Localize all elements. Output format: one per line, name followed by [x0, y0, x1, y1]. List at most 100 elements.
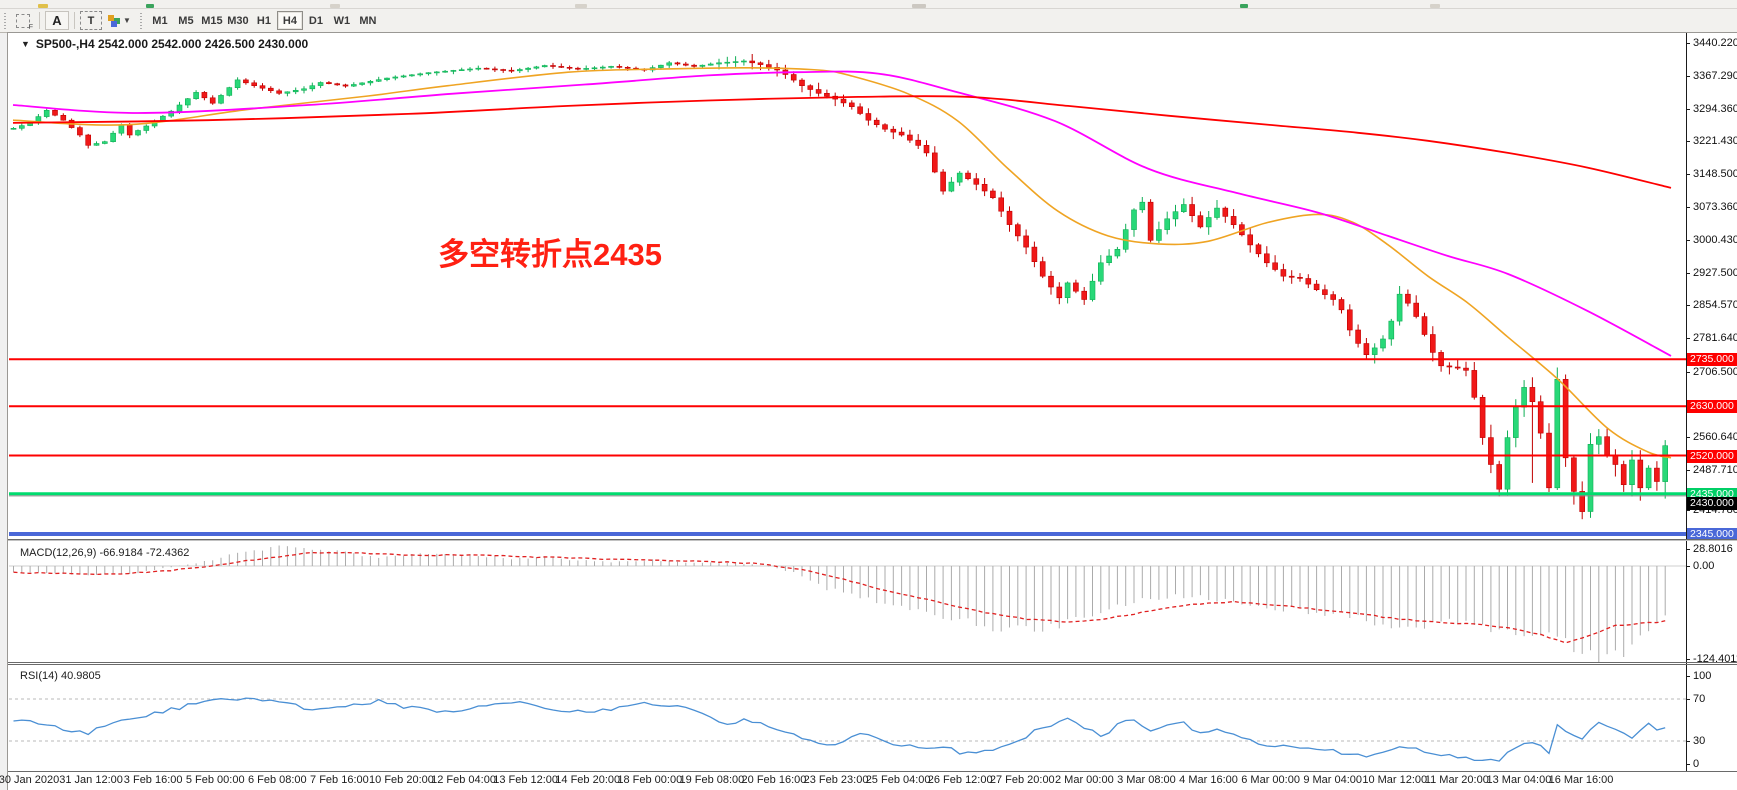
rsi-plot[interactable] [8, 664, 1737, 771]
time-axis-label: 6 Feb 08:00 [247, 774, 307, 786]
clipped-icon [38, 4, 48, 8]
timeframe-button-m15[interactable]: M15 [201, 14, 223, 27]
axis-tick [1686, 240, 1690, 241]
time-axis-label: 3 Mar 08:00 [1117, 774, 1176, 786]
macd-indicator-label: MACD(12,26,9) -66.9184 -72.4362 [20, 547, 190, 559]
axis-tick [1686, 207, 1690, 208]
pane-divider[interactable] [8, 771, 1737, 772]
rsi-indicator-label: RSI(14) 40.9805 [20, 670, 101, 682]
price-chart-plot[interactable] [8, 33, 1737, 540]
axis-tick [1686, 273, 1690, 274]
axis-tick [1686, 141, 1690, 142]
time-axis-label: 6 Mar 00:00 [1241, 774, 1300, 786]
colors-icon [108, 14, 120, 27]
axis-tick [1686, 372, 1690, 373]
price-axis-label: 3294.360 [1693, 103, 1737, 115]
axis-tick [1686, 549, 1690, 550]
toolbar-separator [74, 12, 75, 29]
time-axis-label: 20 Feb 16:00 [741, 774, 807, 786]
price-axis-label: 2781.640 [1693, 332, 1737, 344]
text-tool-t-button[interactable]: T [80, 11, 102, 30]
price-axis-label: 2854.570 [1693, 299, 1737, 311]
timeframe-button-m5[interactable]: M5 [178, 14, 194, 27]
price-axis-label: 3148.500 [1693, 168, 1737, 180]
axis-tick [1686, 43, 1690, 44]
rsi-axis-label: 0 [1693, 758, 1700, 770]
axis-tick [1686, 76, 1690, 77]
axis-tick [1686, 566, 1690, 567]
timeframe-button-m30[interactable]: M30 [227, 14, 249, 27]
price-axis-label: 3221.430 [1693, 135, 1737, 147]
ma-line-MA-slow [12, 95, 1672, 189]
time-axis-label: 23 Feb 23:00 [803, 774, 869, 786]
time-axis-label: 26 Feb 12:00 [927, 774, 993, 786]
axis-tick [1686, 659, 1690, 660]
axis-tick [1686, 437, 1690, 438]
clipped-icon [575, 4, 587, 8]
axis-tick [1686, 741, 1690, 742]
time-axis-label: 2 Mar 00:00 [1055, 774, 1114, 786]
clipped-toolbar-row [0, 0, 1737, 9]
timeframe-button-w1[interactable]: W1 [333, 14, 351, 27]
axis-tick [1686, 676, 1690, 677]
time-axis-label: 13 Feb 12:00 [493, 774, 559, 786]
text-label-a-button[interactable]: A [45, 11, 69, 30]
axis-tick [1686, 109, 1690, 110]
timeframe-button-d1[interactable]: D1 [308, 14, 323, 27]
chevron-down-icon: ▼ [21, 39, 30, 49]
axis-tick [1686, 305, 1690, 306]
price-level-badge: 2345.000 [1687, 527, 1737, 541]
time-axis-label: 5 Feb 00:00 [185, 774, 245, 786]
time-axis-label: 9 Mar 04:00 [1303, 774, 1363, 786]
clipped-icon [146, 4, 154, 8]
timeframe-button-h4[interactable]: H4 [276, 11, 303, 30]
macd-plot[interactable] [8, 540, 1737, 662]
pane-divider[interactable] [8, 539, 1737, 540]
pane-divider[interactable] [8, 664, 1737, 665]
time-axis-label: 3 Feb 16:00 [123, 774, 183, 786]
clipped-icon [912, 4, 926, 8]
price-level-badge: 2520.000 [1687, 449, 1737, 463]
toolbar-grip[interactable] [3, 12, 8, 29]
axis-tick [1686, 764, 1690, 765]
pane-divider[interactable] [8, 662, 1737, 663]
clipped-icon [1240, 4, 1248, 8]
rsi-axis-label: 100 [1693, 670, 1712, 682]
main-toolbar: F A T ▼ M1 M5 M15 M30 H1 H4 D1 W1 MN [0, 9, 1737, 33]
ma-line-MA-medium [12, 70, 1672, 357]
time-axis-label: 4 Mar 16:00 [1179, 774, 1238, 786]
time-axis-label: 10 Mar 12:00 [1362, 774, 1428, 786]
dotted-grid-icon: F [16, 13, 33, 31]
clipped-icon [1430, 4, 1440, 8]
time-axis-label: 30 Jan 2020 [0, 774, 60, 786]
toolbar-grip[interactable] [138, 12, 144, 29]
price-axis-label: 2487.710 [1693, 464, 1737, 476]
time-axis-label: 31 Jan 12:00 [59, 774, 123, 786]
price-axis-label: 2560.640 [1693, 431, 1737, 443]
time-axis-label: 13 Mar 04:00 [1486, 774, 1552, 786]
timeframe-button-m1[interactable]: M1 [152, 14, 168, 27]
price-axis-label: 2706.500 [1693, 366, 1737, 378]
chart-title: ▼ SP500-,H4 2542.000 2542.000 2426.500 2… [21, 37, 308, 51]
rsi-axis-label: 70 [1693, 693, 1706, 705]
chart-window[interactable]: ▼ SP500-,H4 2542.000 2542.000 2426.500 2… [0, 32, 1737, 790]
pane-divider[interactable] [8, 540, 1737, 541]
dotted-grid-button[interactable]: F [12, 11, 34, 31]
axis-tick [1686, 174, 1690, 175]
timeframe-button-mn[interactable]: MN [359, 14, 377, 27]
time-axis-label: 11 Mar 20:00 [1424, 774, 1489, 786]
chevron-down-icon: ▼ [123, 16, 131, 25]
time-axis-label: 25 Feb 04:00 [865, 774, 931, 786]
price-axis-label: 3367.290 [1693, 70, 1737, 82]
price-axis-line [1686, 33, 1687, 772]
ma-line-MA-fast [12, 66, 1672, 459]
axis-tick [1686, 510, 1690, 511]
price-axis-label: 2927.500 [1693, 267, 1737, 279]
colors-dropdown-button[interactable]: ▼ [104, 11, 135, 30]
toolbar-separator [39, 12, 40, 29]
time-axis-label: 18 Feb 00:00 [617, 774, 683, 786]
timeframe-button-h1[interactable]: H1 [256, 14, 271, 27]
chart-annotation[interactable]: 多空转折点2435 [438, 237, 662, 272]
price-level-badge: 2630.000 [1687, 399, 1737, 413]
